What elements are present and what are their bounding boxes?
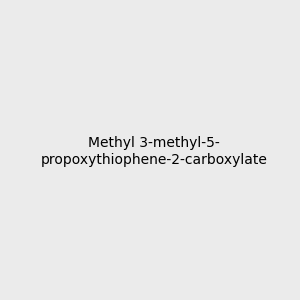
Text: Methyl 3-methyl-5-
propoxythiophene-2-carboxylate: Methyl 3-methyl-5- propoxythiophene-2-ca… [40, 136, 267, 166]
